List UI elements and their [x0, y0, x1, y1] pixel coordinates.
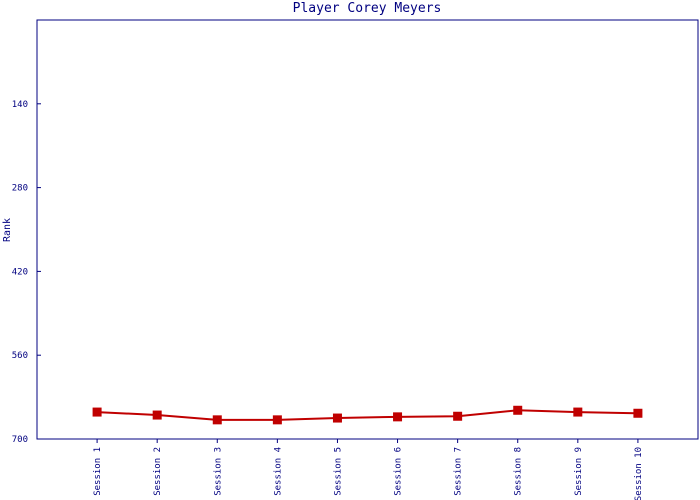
y-tick-label: 420	[12, 267, 28, 277]
series-line	[97, 409, 638, 421]
point-marker	[92, 407, 102, 417]
point-marker	[453, 411, 463, 421]
x-tick-label: Session 3	[213, 447, 223, 496]
x-tick-label: Session 1	[93, 447, 103, 496]
y-tick-label: 280	[12, 184, 28, 194]
point-marker	[212, 415, 222, 425]
x-tick-label: Session 6	[394, 447, 404, 496]
y-axis-label: Rank	[2, 218, 13, 242]
point-marker	[152, 410, 162, 420]
x-tick-label: Session 7	[454, 447, 464, 496]
chart-title: Player Corey Meyers	[293, 1, 442, 16]
x-tick-label: Session 9	[574, 447, 584, 496]
point-marker	[633, 408, 643, 418]
point-marker	[272, 415, 282, 425]
x-tick-label: Session 10	[634, 447, 644, 500]
point-marker	[393, 412, 403, 422]
y-tick-label: 560	[12, 351, 28, 361]
point-marker	[513, 405, 523, 415]
x-tick-label: Session 5	[333, 447, 343, 496]
y-tick-label: 700	[12, 435, 28, 445]
plot-frame	[36, 19, 699, 440]
point-marker	[332, 413, 342, 423]
x-tick-label: Session 2	[153, 447, 163, 496]
x-tick-label: Session 4	[273, 447, 283, 496]
y-tick-label: 140	[12, 100, 28, 110]
x-tick-label: Session 8	[514, 447, 524, 496]
point-marker	[573, 407, 583, 417]
